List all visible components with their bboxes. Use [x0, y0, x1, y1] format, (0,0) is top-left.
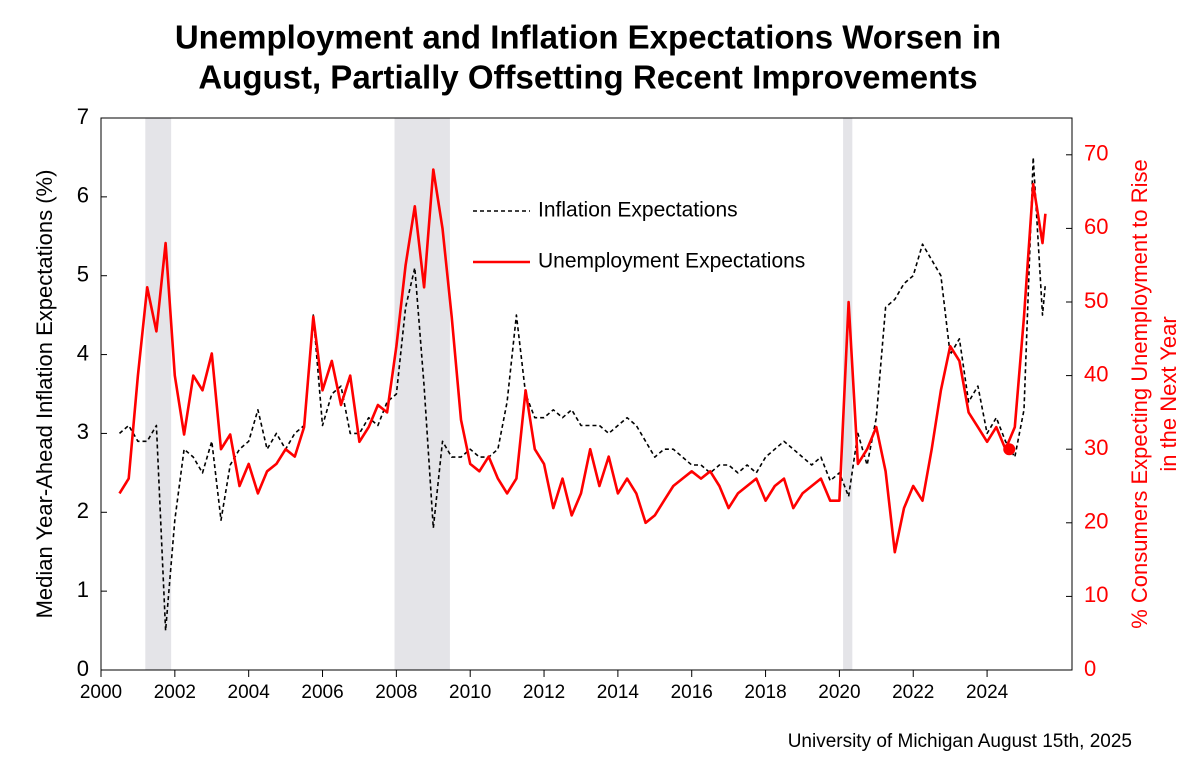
x-tick-label: 2022: [892, 682, 934, 703]
x-tick-label: 2000: [80, 682, 122, 703]
legend-label: Unemployment Expectations: [538, 250, 805, 273]
recession-shade: [843, 118, 853, 670]
y2-tick-label: 70: [1084, 141, 1108, 166]
x-tick-label: 2012: [523, 682, 565, 703]
x-tick-label: 2018: [744, 682, 786, 703]
y2-tick-label: 10: [1084, 582, 1108, 607]
source-note: University of Michigan August 15th, 2025: [788, 731, 1132, 752]
y2-tick-label: 40: [1084, 361, 1108, 386]
y-tick-label: 1: [77, 577, 89, 602]
x-tick-label: 2008: [375, 682, 417, 703]
x-tick-label: 2020: [818, 682, 860, 703]
x-tick-label: 2004: [228, 682, 271, 703]
y-tick-label: 7: [77, 104, 89, 129]
y-tick-label: 2: [77, 498, 89, 523]
y2-tick-label: 30: [1084, 435, 1108, 460]
x-tick-label: 2006: [301, 682, 343, 703]
recession-shade: [394, 118, 450, 670]
y-tick-label: 5: [77, 262, 89, 287]
chart-title: August, Partially Offsetting Recent Impr…: [198, 59, 977, 96]
y-tick-label: 4: [77, 340, 89, 365]
legend-label: Inflation Expectations: [538, 199, 738, 222]
y2-axis-label: % Consumers Expecting Unemployment to Ri…: [1127, 159, 1152, 629]
chart-title: Unemployment and Inflation Expectations …: [175, 19, 1001, 56]
x-tick-label: 2024: [966, 682, 1009, 703]
y2-tick-label: 0: [1084, 656, 1096, 681]
y2-tick-label: 60: [1084, 214, 1108, 239]
x-tick-label: 2010: [449, 682, 491, 703]
highlight-dot: [1003, 443, 1016, 456]
x-tick-label: 2016: [671, 682, 713, 703]
y-tick-label: 0: [77, 656, 89, 681]
x-tick-label: 2002: [154, 682, 196, 703]
y-tick-label: 6: [77, 183, 89, 208]
y-axis-label: Median Year-Ahead Inflation Expectations…: [32, 170, 57, 619]
y2-tick-label: 20: [1084, 509, 1108, 534]
series-line: [118, 168, 1047, 554]
recession-shade: [145, 118, 172, 670]
x-tick-label: 2014: [597, 682, 640, 703]
y-tick-label: 3: [77, 419, 89, 444]
plot-frame: [100, 117, 1073, 671]
y2-tick-label: 50: [1084, 288, 1108, 313]
series-line: [118, 156, 1047, 632]
y2-axis-label: in the Next Year: [1156, 316, 1181, 471]
